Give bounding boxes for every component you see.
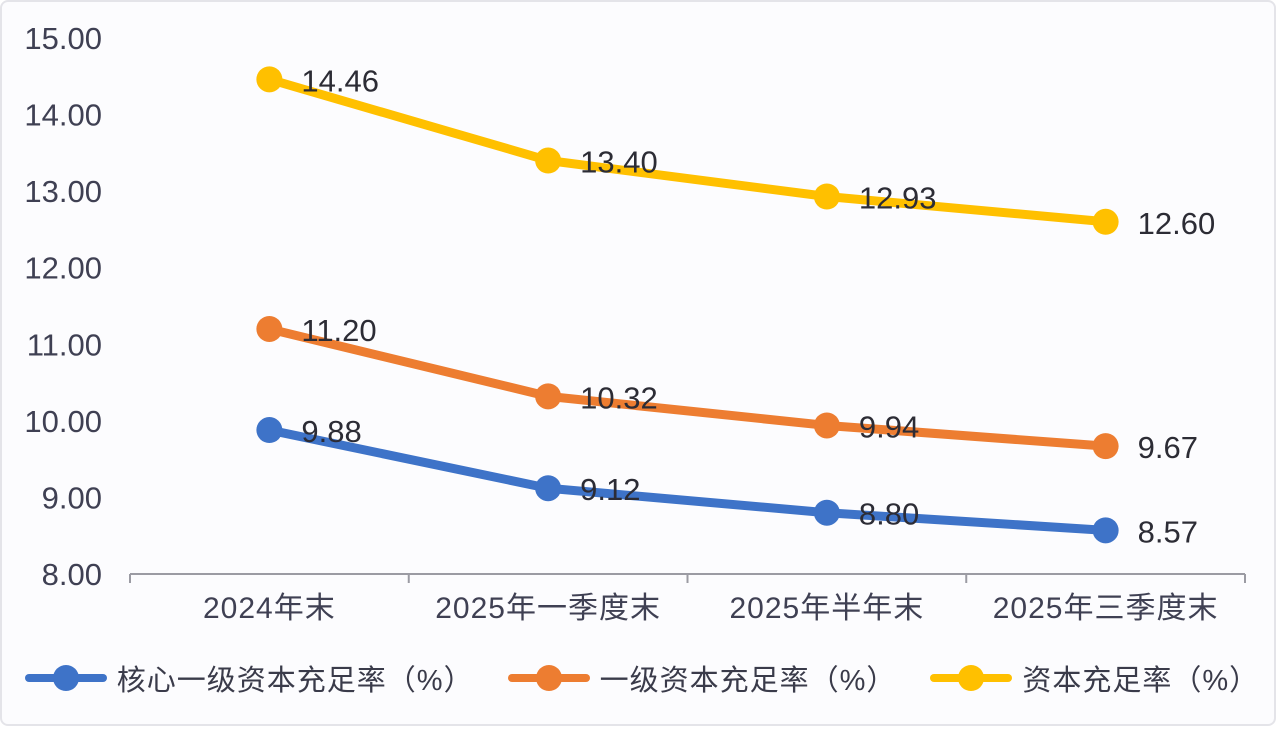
- data-point-label: 10.32: [580, 380, 658, 415]
- data-point-marker: [256, 66, 283, 93]
- legend-item-core-tier1: 核心一级资本充足率（%）: [24, 657, 474, 699]
- data-point-label: 11.20: [301, 313, 376, 348]
- data-point-marker: [813, 499, 840, 526]
- legend-line-marker-icon: [507, 665, 590, 691]
- data-point-label: 9.67: [1138, 430, 1198, 465]
- series-line-0: [264, 425, 1111, 535]
- legend-label-core-tier1: 核心一级资本充足率（%）: [116, 665, 474, 697]
- series-line-2: [264, 74, 1111, 227]
- series-line-1: [264, 324, 1111, 451]
- data-point-marker: [256, 315, 283, 342]
- data-point-marker: [1092, 208, 1119, 235]
- data-point-marker: [1092, 433, 1119, 460]
- y-axis-tick-label: 9.00: [42, 480, 102, 515]
- x-axis-label: 2024年末: [203, 592, 336, 625]
- legend-line-marker-icon: [24, 665, 107, 691]
- data-point-marker: [535, 147, 562, 174]
- data-point-label: 12.60: [1138, 206, 1216, 241]
- y-axis-tick-label: 13.00: [24, 174, 102, 209]
- data-point-marker: [1092, 517, 1119, 544]
- data-point-label: 14.46: [301, 63, 379, 98]
- data-point-marker: [256, 417, 283, 444]
- y-axis-tick-label: 11.00: [27, 327, 102, 362]
- data-point-label: 9.94: [859, 409, 919, 444]
- y-axis-tick-label: 15.00: [24, 21, 102, 56]
- chart-legend: 核心一级资本充足率（%） 一级资本充足率（%） 资本充足率（%）: [2, 650, 1280, 706]
- y-axis-tick-label: 14.00: [24, 98, 102, 133]
- legend-label-tier1: 一级资本充足率（%）: [599, 665, 897, 697]
- x-axis-label: 2025年一季度末: [435, 592, 661, 625]
- chart-svg: 15.00 14.00 13.00 12.00 11.00 10.00 9.00 8.00 20…: [24, 21, 1246, 625]
- legend-label-total: 资本充足率（%）: [1022, 665, 1260, 697]
- data-point-marker: [813, 183, 840, 210]
- legend-item-total: 资本充足率（%）: [930, 657, 1259, 699]
- data-point-marker: [535, 383, 562, 410]
- x-axis-label: 2025年半年末: [730, 592, 925, 625]
- legend-line-marker-icon: [930, 665, 1013, 691]
- data-point-label: 12.93: [859, 181, 937, 216]
- data-point-label: 8.80: [859, 497, 919, 532]
- data-point-label: 9.12: [580, 472, 640, 507]
- data-point-label: 9.88: [301, 414, 361, 449]
- data-point-label: 13.40: [580, 145, 658, 180]
- y-axis-tick-label: 10.00: [24, 404, 102, 439]
- data-point-marker: [813, 412, 840, 439]
- legend-item-tier1: 一级资本充足率（%）: [507, 657, 897, 699]
- x-axis-label: 2025年三季度末: [993, 592, 1219, 625]
- y-axis-tick-label: 8.00: [42, 557, 102, 592]
- data-point-label: 8.57: [1138, 514, 1198, 549]
- data-point-marker: [535, 475, 562, 502]
- y-axis-tick-label: 12.00: [24, 251, 102, 286]
